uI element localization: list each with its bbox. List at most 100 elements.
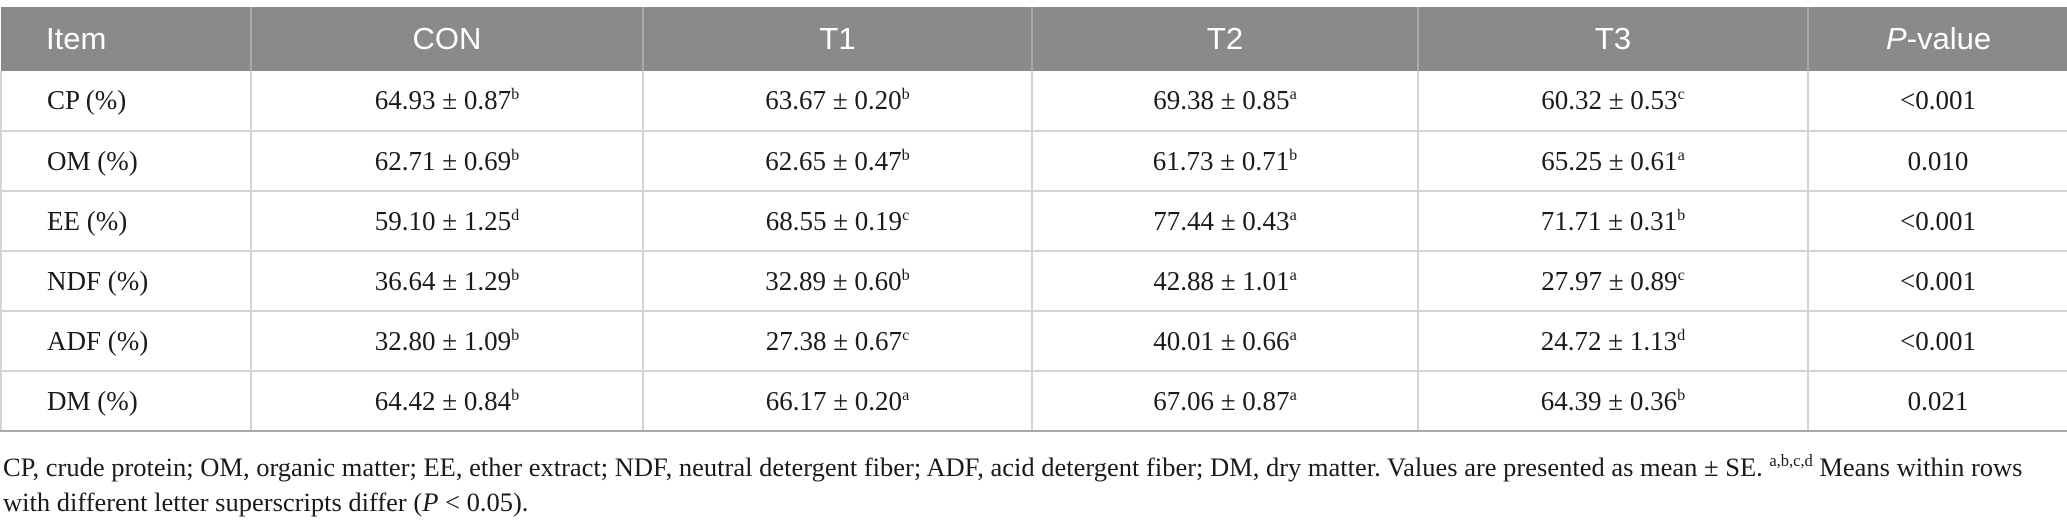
mean-se-value: 59.10 ± 1.25 — [374, 205, 512, 236]
value-cell-t2: 69.38 ± 0.85a — [1031, 71, 1419, 132]
value-cell-t3: 27.97 ± 0.89c — [1417, 251, 1809, 312]
significance-superscript: b — [1289, 145, 1298, 164]
pvalue-cell: 0.010 — [1807, 131, 2067, 192]
significance-superscript: a — [1289, 385, 1297, 404]
item-label: CP (%) — [47, 85, 127, 115]
footnote-significance-text: Means within rows with different letter … — [3, 452, 2023, 517]
footnote-threshold-text: < 0.05). — [438, 487, 529, 517]
mean-se-value: 32.89 ± 0.60 — [765, 265, 902, 296]
value-cell-t1: 27.38 ± 0.67c — [642, 311, 1033, 372]
significance-superscript: c — [902, 325, 910, 344]
table-row-ndf: NDF (%) 36.64 ± 1.29b 32.89 ± 0.60b 42.8… — [0, 251, 2067, 312]
item-cell: DM (%) — [0, 371, 252, 432]
mean-se-value: 61.73 ± 0.71 — [1152, 145, 1290, 176]
value-cell-con: 64.93 ± 0.87b — [250, 71, 644, 132]
item-label: DM (%) — [47, 385, 138, 416]
mean-se-value: 68.55 ± 0.19 — [765, 205, 903, 236]
value-cell-t3: 65.25 ± 0.61a — [1417, 131, 1809, 192]
mean-se-value: 24.72 ± 1.13 — [1540, 325, 1678, 356]
item-cell: ADF (%) — [0, 311, 252, 372]
value-cell-t2: 40.01 ± 0.66a — [1031, 311, 1419, 372]
value-cell-t2: 61.73 ± 0.71b — [1031, 131, 1419, 192]
pvalue: <0.001 — [1900, 205, 1976, 236]
significance-superscript: b — [511, 265, 520, 284]
mean-se-value: 71.71 ± 0.31 — [1540, 205, 1678, 236]
mean-se-value: 40.01 ± 0.66 — [1153, 325, 1290, 356]
item-label: OM (%) — [47, 145, 138, 176]
column-header-con-label: CON — [412, 21, 482, 56]
significance-superscript: b — [511, 385, 520, 404]
mean-se-value: 62.65 ± 0.47 — [765, 145, 902, 176]
item-cell: NDF (%) — [0, 251, 252, 312]
value-cell-t2: 67.06 ± 0.87a — [1031, 371, 1419, 432]
pvalue: 0.021 — [1907, 385, 1969, 416]
pvalue-cell: <0.001 — [1807, 251, 2067, 312]
mean-se-value: 27.97 ± 0.89 — [1541, 265, 1678, 296]
significance-superscript: b — [901, 145, 910, 164]
value-cell-t1: 62.65 ± 0.47b — [642, 131, 1033, 192]
column-header-t1-label: T1 — [819, 21, 856, 56]
pvalue: <0.001 — [1900, 265, 1976, 296]
paper-table-figure: Item CON T1 T2 T3 P-value CP (%) 64.93 ±… — [0, 7, 2067, 517]
value-cell-t3: 64.39 ± 0.36b — [1417, 371, 1809, 432]
value-cell-t2: 77.44 ± 0.43a — [1031, 191, 1419, 252]
value-cell-t1: 63.67 ± 0.20b — [642, 71, 1033, 132]
table-row-ee: EE (%) 59.10 ± 1.25d 68.55 ± 0.19c 77.44… — [0, 191, 2067, 252]
pvalue-cell: 0.021 — [1807, 371, 2067, 432]
pvalue-cell: <0.001 — [1807, 71, 2067, 132]
pvalue: 0.010 — [1907, 145, 1969, 176]
significance-superscript: b — [901, 265, 910, 284]
mean-se-value: 66.17 ± 0.20 — [765, 385, 903, 416]
nutrient-digestibility-table: Item CON T1 T2 T3 P-value CP (%) 64.93 ±… — [0, 7, 2067, 432]
item-cell: OM (%) — [0, 131, 252, 192]
mean-se-value: 32.80 ± 1.09 — [374, 325, 512, 356]
mean-se-value: 65.25 ± 0.61 — [1541, 145, 1678, 176]
pvalue-italic-p: P — [1885, 21, 1907, 56]
footnote-superscript-letters: a,b,c,d — [1769, 451, 1813, 471]
value-cell-t1: 66.17 ± 0.20a — [642, 371, 1033, 432]
pvalue-cell: <0.001 — [1807, 311, 2067, 372]
table-row-cp: CP (%) 64.93 ± 0.87b 63.67 ± 0.20b 69.38… — [0, 71, 2067, 132]
significance-superscript: a — [1677, 145, 1685, 164]
column-header-t1: T1 — [642, 7, 1032, 71]
value-cell-t3: 71.71 ± 0.31b — [1417, 191, 1809, 252]
column-header-t2-label: T2 — [1206, 21, 1244, 56]
item-label: NDF (%) — [47, 265, 149, 296]
table-row-adf: ADF (%) 32.80 ± 1.09b 27.38 ± 0.67c 40.0… — [0, 311, 2067, 372]
significance-superscript: a — [1289, 325, 1297, 344]
item-cell: EE (%) — [0, 191, 252, 252]
header-row: Item CON T1 T2 T3 P-value — [1, 7, 2067, 71]
significance-superscript: c — [1677, 265, 1685, 284]
column-header-t2: T2 — [1031, 7, 1418, 71]
mean-se-value: 42.88 ± 1.01 — [1153, 265, 1290, 296]
mean-se-value: 64.42 ± 0.84 — [374, 385, 512, 416]
value-cell-t1: 32.89 ± 0.60b — [642, 251, 1033, 312]
value-cell-t3: 24.72 ± 1.13d — [1417, 311, 1809, 372]
column-header-item-label: Item — [46, 21, 107, 56]
item-cell: CP (%) — [0, 71, 252, 132]
pvalue: <0.001 — [1900, 325, 1976, 356]
significance-superscript: b — [1677, 205, 1686, 224]
value-cell-t1: 68.55 ± 0.19c — [642, 191, 1033, 252]
pvalue-cell: <0.001 — [1807, 191, 2067, 252]
mean-se-value: 62.71 ± 0.69 — [374, 145, 512, 176]
table-row-om: OM (%) 62.71 ± 0.69b 62.65 ± 0.47b 61.73… — [0, 131, 2067, 192]
footnote-abbreviations: CP, crude protein; OM, organic matter; E… — [3, 452, 1770, 482]
value-cell-con: 36.64 ± 1.29b — [250, 251, 644, 312]
column-header-con: CON — [250, 7, 643, 71]
significance-superscript: d — [1677, 325, 1686, 344]
value-cell-con: 62.71 ± 0.69b — [250, 131, 644, 192]
mean-se-value: 63.67 ± 0.20 — [765, 85, 902, 115]
significance-superscript: a — [1289, 205, 1297, 224]
table-header: Item CON T1 T2 T3 P-value — [1, 7, 2067, 71]
significance-superscript: b — [1677, 385, 1686, 404]
column-header-item: Item — [1, 7, 251, 71]
significance-superscript: c — [902, 205, 910, 224]
column-header-pvalue: P-value — [1807, 7, 2067, 71]
value-cell-con: 32.80 ± 1.09b — [250, 311, 644, 372]
mean-se-value: 36.64 ± 1.29 — [374, 265, 512, 296]
value-cell-con: 64.42 ± 0.84b — [250, 371, 644, 432]
item-label: EE (%) — [47, 205, 128, 236]
mean-se-value: 77.44 ± 0.43 — [1153, 205, 1290, 236]
table-body: CP (%) 64.93 ± 0.87b 63.67 ± 0.20b 69.38… — [0, 71, 2067, 432]
